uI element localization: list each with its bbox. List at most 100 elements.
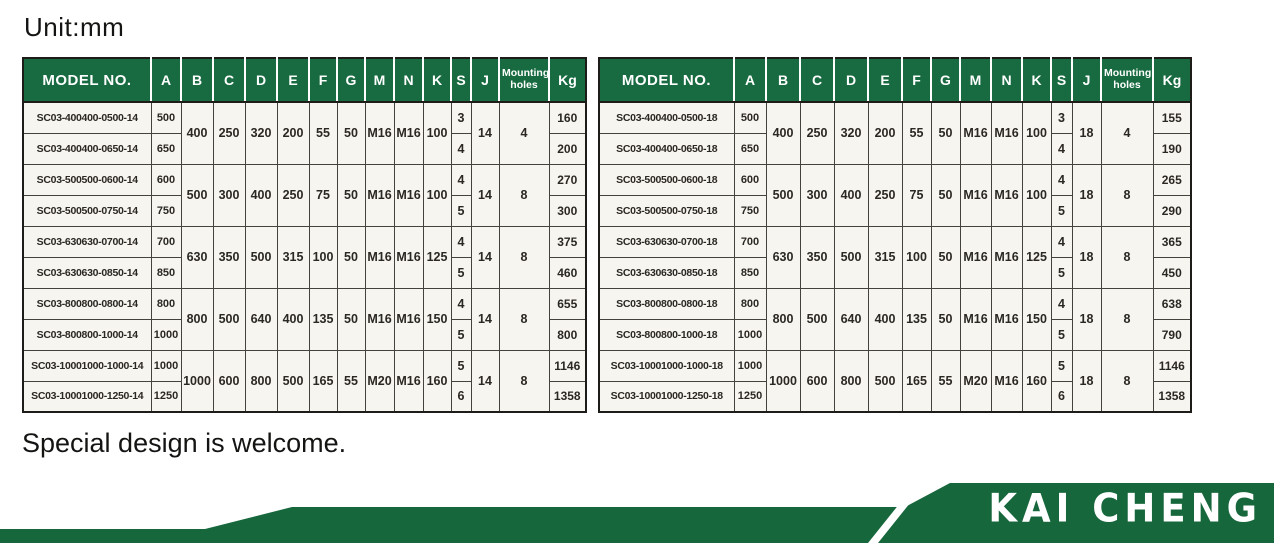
table-row: SC03-400400-0650-14 650 4 200	[22, 132, 587, 165]
cell-g: 55	[336, 349, 366, 413]
cell-a: 1250	[150, 380, 182, 413]
table-row: SC03-800800-0800-14 800 800 500 640 400 135 50 M…	[22, 287, 587, 351]
cell-a: 600	[150, 163, 182, 196]
cell-d: 800	[244, 349, 278, 413]
cell-c: 300	[799, 163, 835, 227]
col-header-e: E	[277, 58, 310, 103]
cell-e: 400	[276, 287, 310, 351]
cell-g: 50	[930, 287, 961, 351]
col-header-kg: Kg	[1153, 58, 1191, 103]
cell-mounting-holes: 8	[498, 287, 550, 351]
header-row: MODEL NO. A B C D E F G M N K S J Mounting holes Kg	[599, 58, 1191, 103]
cell-j: 14	[470, 225, 500, 289]
cell-s: 5	[1050, 194, 1073, 227]
cell-e: 315	[276, 225, 310, 289]
cell-a: 800	[150, 287, 182, 320]
cell-n: M16	[393, 163, 424, 227]
col-header-k: K	[1022, 58, 1052, 103]
cell-s: 5	[1050, 349, 1073, 382]
cell-m: M20	[959, 349, 992, 413]
cell-mounting-holes: 4	[1100, 101, 1154, 165]
cell-m: M16	[364, 101, 395, 165]
cell-j: 18	[1071, 163, 1102, 227]
cell-k: 150	[422, 287, 452, 351]
col-header-a: A	[151, 58, 182, 103]
table-row: SC03-800800-0800-18 800 800 500 640 400 135 50 M…	[598, 287, 1192, 351]
table-row: SC03-400400-0500-18 500 400 250 320 200 55 50 M1…	[598, 101, 1192, 165]
cell-mounting-holes: 8	[498, 163, 550, 227]
table-row: SC03-10001000-1000-18 1000 1000 600 800 500 16…	[598, 349, 1192, 413]
cell-m: M20	[364, 349, 395, 413]
cell-s: 5	[450, 194, 472, 227]
cell-kg: 1146	[1152, 349, 1192, 382]
cell-kg: 638	[1152, 287, 1192, 320]
spec-table-18: MODEL NO. A B C D E F G M N K S J Mounting holes Kg SC0…	[598, 57, 1192, 413]
cell-s: 6	[450, 380, 472, 413]
cell-n: M16	[990, 225, 1023, 289]
cell-kg: 155	[1152, 101, 1192, 134]
cell-s: 3	[1050, 101, 1073, 134]
table-row: SC03-10001000-1250-18 1250 6 1358	[598, 380, 1192, 413]
cell-s: 4	[1050, 163, 1073, 196]
cell-e: 200	[867, 101, 903, 165]
cell-n: M16	[990, 287, 1023, 351]
cell-a: 750	[733, 194, 767, 227]
col-header-j: J	[1072, 58, 1102, 103]
cell-e: 400	[867, 287, 903, 351]
cell-s: 5	[1050, 256, 1073, 289]
cell-kg: 300	[548, 194, 587, 227]
table-row: SC03-500500-0750-14 750 5 300	[22, 194, 587, 227]
cell-kg: 190	[1152, 132, 1192, 165]
cell-kg: 290	[1152, 194, 1192, 227]
cell-k: 160	[422, 349, 452, 413]
col-header-k: K	[423, 58, 452, 103]
cell-c: 500	[799, 287, 835, 351]
col-header-g: G	[931, 58, 961, 103]
cell-m: M16	[959, 287, 992, 351]
cell-d: 320	[833, 101, 869, 165]
cell-model: SC03-500500-0600-18	[598, 163, 735, 196]
cell-e: 250	[276, 163, 310, 227]
cell-e: 315	[867, 225, 903, 289]
cell-kg: 270	[548, 163, 587, 196]
cell-c: 500	[212, 287, 246, 351]
table-row: SC03-630630-0700-14 700 630 350 500 315 100 50 M…	[22, 225, 587, 289]
cell-k: 100	[1021, 163, 1052, 227]
cell-c: 250	[799, 101, 835, 165]
cell-model: SC03-630630-0850-18	[598, 256, 735, 289]
cell-b: 500	[765, 163, 801, 227]
cell-kg: 365	[1152, 225, 1192, 258]
cell-model: SC03-400400-0650-14	[22, 132, 152, 165]
col-header-s: S	[1051, 58, 1073, 103]
cell-kg: 200	[548, 132, 587, 165]
cell-mounting-holes: 8	[498, 349, 550, 413]
cell-b: 1000	[765, 349, 801, 413]
cell-m: M16	[959, 101, 992, 165]
col-header-b: B	[181, 58, 214, 103]
cell-mounting-holes: 8	[1100, 287, 1154, 351]
cell-e: 250	[867, 163, 903, 227]
cell-j: 18	[1071, 101, 1102, 165]
cell-d: 400	[244, 163, 278, 227]
col-header-m: M	[365, 58, 395, 103]
cell-g: 50	[336, 287, 366, 351]
table-row: SC03-10001000-1000-14 1000 1000 600 800 500 16…	[22, 349, 587, 413]
cell-model: SC03-400400-0500-14	[22, 101, 152, 134]
cell-model: SC03-10001000-1000-18	[598, 349, 735, 382]
cell-g: 50	[336, 163, 366, 227]
col-header-n: N	[394, 58, 424, 103]
cell-a: 850	[150, 256, 182, 289]
cell-b: 400	[180, 101, 214, 165]
cell-kg: 655	[548, 287, 587, 320]
cell-b: 500	[180, 163, 214, 227]
cell-k: 150	[1021, 287, 1052, 351]
table-row: SC03-500500-0600-14 600 500 300 400 250 75 50 M1…	[22, 163, 587, 227]
cell-a: 500	[150, 101, 182, 134]
cell-d: 400	[833, 163, 869, 227]
footer-banner: KAI CHENG	[0, 460, 1274, 543]
cell-a: 700	[150, 225, 182, 258]
cell-f: 75	[308, 163, 338, 227]
col-header-j: J	[471, 58, 500, 103]
brand-logo: KAI CHENG	[988, 485, 1262, 532]
cell-f: 100	[308, 225, 338, 289]
